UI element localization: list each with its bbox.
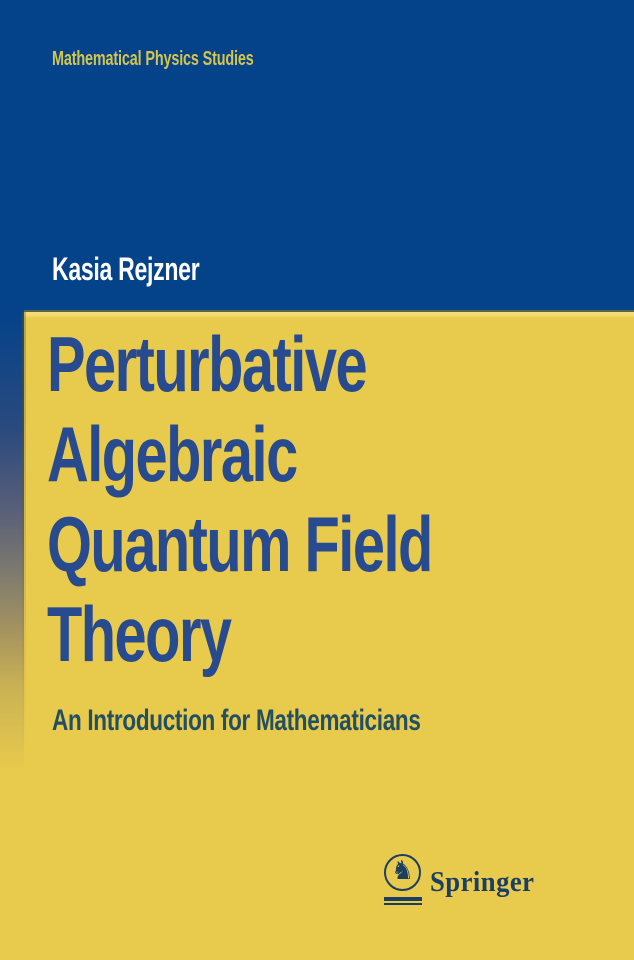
book-title: Perturbative Algebraic Quantum Field The… [47,319,433,679]
yellow-panel-top-edge [0,310,634,318]
series-title: Mathematical Physics Studies [52,48,254,70]
springer-logo-underline-thin [384,903,422,905]
publisher-name: Springer [430,866,535,898]
book-title-line-2: Algebraic [47,410,298,498]
top-blue-band [0,0,634,310]
book-subtitle: An Introduction for Mathematicians [52,704,421,737]
left-panel-shadow-edge [22,312,26,752]
author-name: Kasia Rejzner [52,251,200,287]
book-title-line-1: Perturbative [47,320,368,408]
left-page-curl-gradient [0,310,24,770]
springer-logo-underline-thick [384,897,422,901]
springer-horse-glyph: ♞ [390,856,415,886]
springer-horse-icon: ♞ [384,854,421,891]
book-title-line-4: Theory [47,590,232,678]
book-title-line-3: Quantum Field [47,500,433,588]
publisher-logo: ♞ Springer [384,854,584,914]
